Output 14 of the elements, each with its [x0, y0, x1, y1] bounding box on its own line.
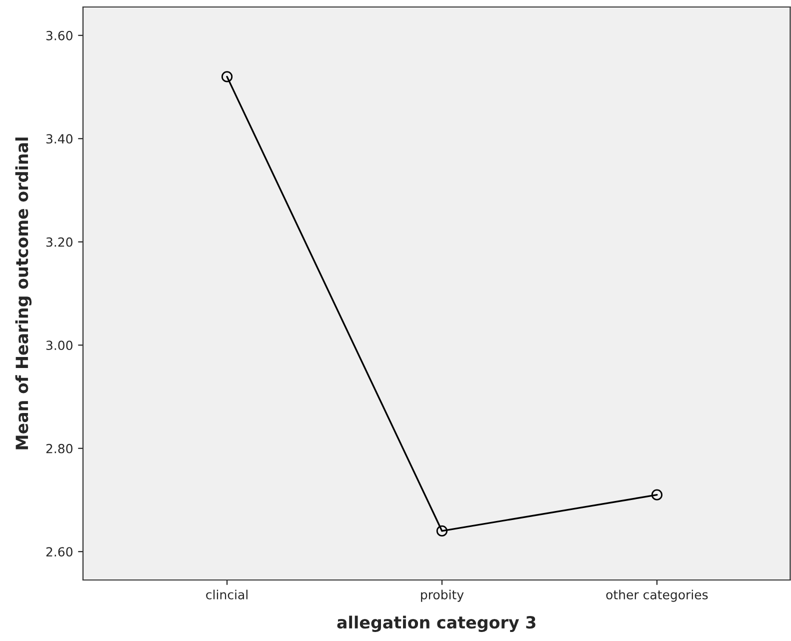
y-tick-label: 3.00: [46, 340, 72, 350]
y-axis-title: Mean of Hearing outcome ordinal: [15, 138, 32, 450]
point: [651, 489, 662, 500]
y-tick-label: 2.60: [46, 547, 72, 557]
y-tick-label: 3.60: [46, 30, 72, 40]
x-tick-label: clincial: [206, 590, 248, 600]
point: [221, 71, 233, 82]
x-axis-title: allegation category 3: [337, 616, 536, 632]
x-tick-label: other categories: [606, 590, 708, 602]
y-tick-label: 3.40: [46, 134, 72, 144]
point: [436, 525, 448, 537]
x-tick-label: probity: [421, 590, 464, 602]
y-tick-label: 2.80: [46, 444, 72, 454]
y-tick-label: 3.20: [46, 237, 72, 247]
